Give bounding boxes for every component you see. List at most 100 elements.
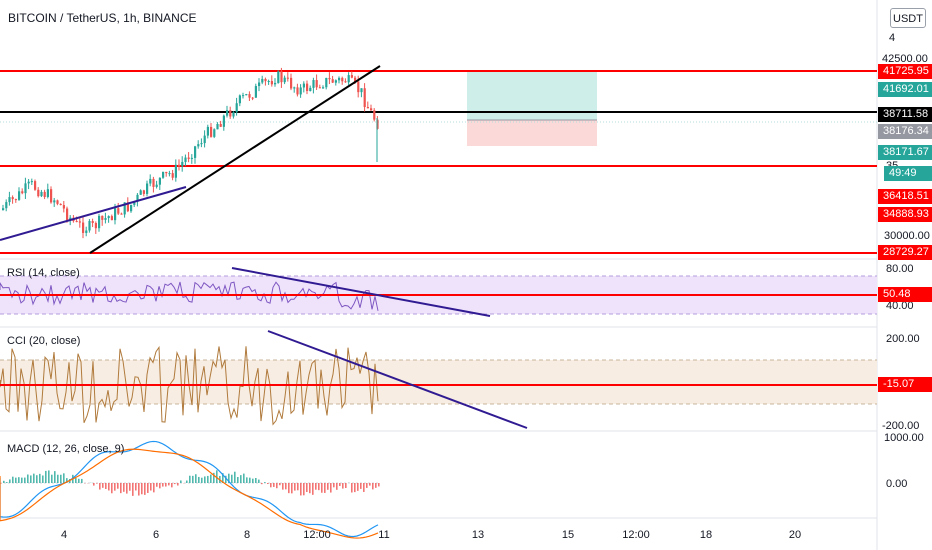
macd-histogram-bar xyxy=(288,483,290,494)
candle-body xyxy=(360,88,363,93)
candle-body xyxy=(152,178,155,187)
candle-body xyxy=(75,221,78,223)
macd-histogram-bar xyxy=(150,483,152,491)
macd-histogram-bar xyxy=(225,475,227,483)
time-tick: 8 xyxy=(243,529,251,541)
macd-histogram-bar xyxy=(324,483,326,493)
macd-histogram-bar xyxy=(15,477,17,483)
macd-histogram-bar xyxy=(312,483,314,495)
macd-histogram-bar xyxy=(318,483,320,491)
macd-histogram-bar xyxy=(30,475,32,483)
candle-body xyxy=(290,77,293,89)
candle-body xyxy=(155,184,158,187)
candle-body xyxy=(286,77,289,79)
candle-body xyxy=(293,87,296,89)
macd-histogram-bar xyxy=(93,483,95,486)
macd-histogram-bar xyxy=(66,478,68,483)
candle-body xyxy=(178,164,181,167)
candle-body xyxy=(98,215,101,229)
candle-body xyxy=(331,79,334,83)
candle-body xyxy=(222,115,225,127)
price-tag: 41692.01 xyxy=(878,82,932,97)
macd-histogram-bar xyxy=(54,471,56,483)
candle-body xyxy=(325,77,328,88)
macd-histogram-bar xyxy=(60,474,62,483)
macd-histogram-bar xyxy=(306,483,308,493)
candle-body xyxy=(357,81,360,93)
macd-histogram-bar xyxy=(240,475,242,483)
candle-body xyxy=(8,197,11,203)
macd-histogram-bar xyxy=(315,483,317,490)
currency-button[interactable]: USDT xyxy=(890,8,926,28)
candle-body xyxy=(219,123,222,127)
macd-histogram-bar xyxy=(366,483,368,488)
macd-histogram-bar xyxy=(186,480,188,483)
candle-body xyxy=(350,75,353,78)
macd-histogram-bar xyxy=(78,478,80,483)
macd-histogram-bar xyxy=(141,483,143,495)
candle-body xyxy=(117,208,120,214)
time-tick: 18 xyxy=(699,529,713,541)
macd-histogram-bar xyxy=(351,483,353,493)
macd-histogram-bar xyxy=(36,475,38,483)
rsi-trendline xyxy=(231,267,491,317)
rsi-line xyxy=(0,281,379,311)
candle-body xyxy=(242,95,245,97)
candle-body xyxy=(245,94,248,96)
candle-body xyxy=(162,171,165,178)
cci-band xyxy=(0,360,877,404)
macd-histogram-bar xyxy=(159,483,161,489)
macd-histogram-bar xyxy=(156,483,158,487)
macd-histogram-bar xyxy=(192,475,194,483)
candle-body xyxy=(184,157,187,162)
macd-histogram-bar xyxy=(129,483,131,491)
price-tag: 36418.51 xyxy=(878,189,932,204)
macd-histogram-bar xyxy=(243,473,245,483)
macd-histogram-bar xyxy=(327,483,329,490)
macd-histogram-bar xyxy=(102,483,104,488)
macd-histogram-bar xyxy=(18,477,20,483)
candle-body xyxy=(373,110,376,120)
candle-body xyxy=(366,107,369,109)
macd-histogram-bar xyxy=(309,483,311,494)
macd-histogram-bar xyxy=(117,483,119,489)
candle-body xyxy=(270,81,273,85)
cci-axis-label: -200.00 xyxy=(882,420,920,432)
macd-histogram-bar xyxy=(354,483,356,493)
macd-histogram-bar xyxy=(126,483,128,494)
macd-histogram-bar xyxy=(264,482,266,483)
price-axis-label: 30000.00 xyxy=(884,230,930,242)
macd-histogram-bar xyxy=(24,477,26,483)
candle-body xyxy=(146,183,149,194)
macd-histogram-bar xyxy=(144,483,146,495)
macd-histogram-bar xyxy=(372,483,374,490)
macd-histogram-bar xyxy=(228,473,230,483)
macd-histogram-bar xyxy=(147,483,149,493)
candle-body xyxy=(11,197,14,200)
candle-body xyxy=(40,191,43,197)
time-tick: 6 xyxy=(152,529,160,541)
candle-body xyxy=(363,88,366,108)
macd-axis-label: 1000.00 xyxy=(884,432,924,444)
candle-body xyxy=(328,77,331,80)
candle-body xyxy=(200,143,203,145)
candle-body xyxy=(187,157,190,159)
macd-histogram-bar xyxy=(120,483,122,494)
candle-body xyxy=(123,202,126,215)
candle-body xyxy=(126,202,129,212)
candle-body xyxy=(142,190,145,194)
position-loss-zone xyxy=(467,120,597,146)
macd-histogram-bar xyxy=(231,474,233,483)
candle-body xyxy=(338,77,341,81)
candle-body xyxy=(133,201,136,205)
macd-histogram-bar xyxy=(378,483,380,487)
time-tick: 12:00 xyxy=(622,529,650,541)
macd-histogram-bar xyxy=(279,483,281,486)
macd-histogram-bar xyxy=(135,483,137,491)
macd-histogram-bar xyxy=(330,483,332,493)
candle-body xyxy=(315,80,318,88)
candle-body xyxy=(69,217,72,221)
macd-label: MACD (12, 26, close, 9) xyxy=(7,443,125,455)
